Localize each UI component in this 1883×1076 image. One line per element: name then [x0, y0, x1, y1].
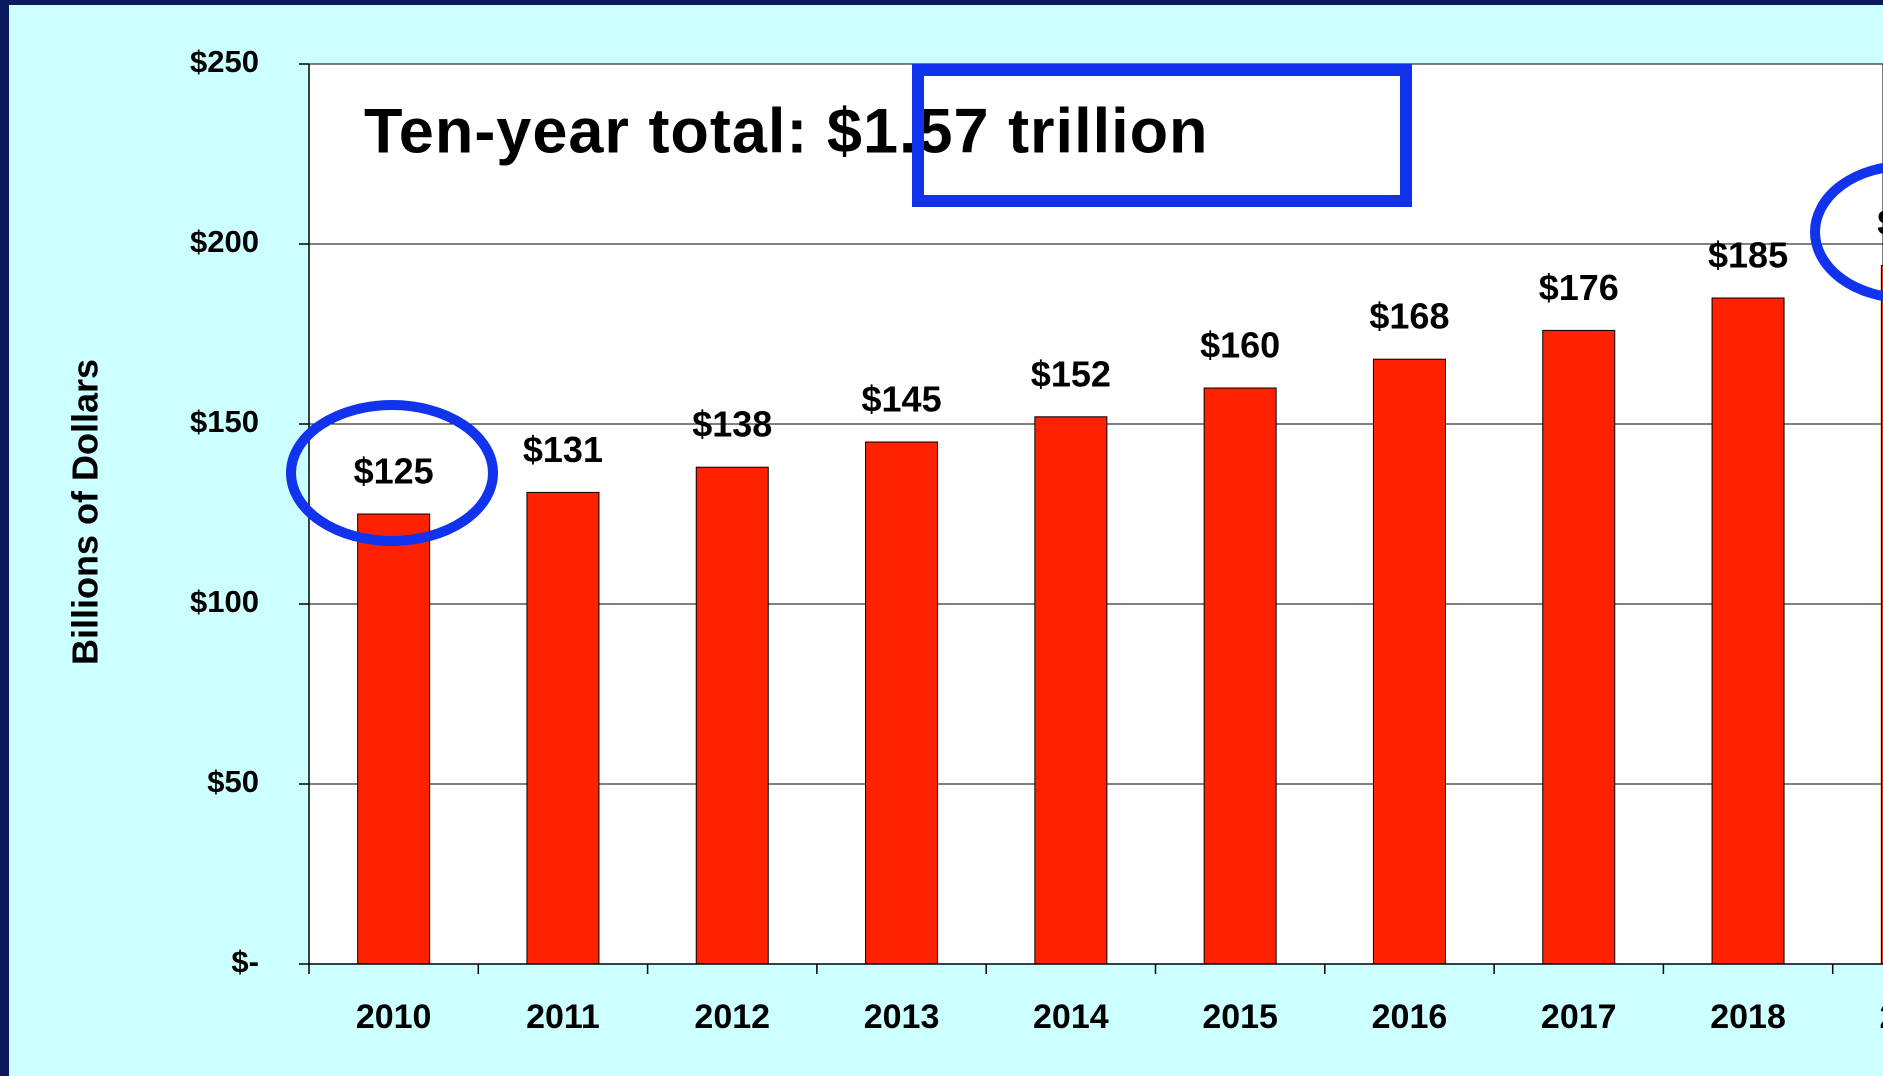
- x-tick-label: 2011: [526, 998, 600, 1036]
- bar: [695, 466, 769, 965]
- bar: [1034, 416, 1108, 965]
- bar: [1880, 265, 1883, 965]
- data-label: $138: [692, 404, 772, 445]
- y-tick-label: $200: [190, 224, 259, 259]
- annotation: Ten-year total: $1.57 trillion: [364, 97, 1209, 167]
- y-tick-label: $150: [190, 404, 259, 439]
- highlight-ellipse: [1810, 162, 1883, 302]
- x-tick-label: 2017: [1541, 998, 1617, 1036]
- data-label: $194: [1877, 202, 1883, 243]
- y-tick-label: $-: [231, 944, 259, 979]
- x-tick-label: 2013: [864, 998, 940, 1036]
- bar: [1542, 329, 1616, 965]
- y-axis-title: Billions of Dollars: [65, 359, 106, 665]
- highlight-box: [912, 64, 1412, 207]
- y-tick-label: $50: [207, 764, 259, 799]
- data-label: $160: [1200, 325, 1280, 366]
- data-label: $125: [354, 451, 434, 492]
- labels: $- $50 $100 $150 $200 $250 2010 $125 2011 $131 201…: [190, 44, 1883, 1036]
- x-tick-label: 2019: [1880, 998, 1883, 1036]
- highlight-ellipse: [286, 400, 498, 546]
- x-tick-label: 2014: [1033, 998, 1109, 1036]
- y-tick-label: $100: [190, 584, 259, 619]
- bar: [865, 441, 939, 965]
- x-tick-label: 2015: [1202, 998, 1278, 1036]
- data-label: $152: [1031, 353, 1111, 394]
- bars: [357, 265, 1883, 965]
- bar: [526, 491, 600, 965]
- bar: [1203, 387, 1277, 965]
- x-tick-label: 2016: [1372, 998, 1448, 1036]
- data-label: $145: [862, 379, 942, 420]
- x-tick-label: 2018: [1710, 998, 1786, 1036]
- x-tick-label: 2010: [356, 998, 432, 1036]
- y-tick-label: $250: [190, 44, 259, 79]
- data-label: $185: [1708, 235, 1788, 276]
- data-label: $168: [1369, 296, 1449, 337]
- bar: [1711, 297, 1785, 965]
- bar: [357, 513, 431, 965]
- data-label: $131: [523, 429, 603, 470]
- bar: [1372, 358, 1446, 965]
- x-tick-label: 2012: [694, 998, 770, 1036]
- data-label: $176: [1539, 267, 1619, 308]
